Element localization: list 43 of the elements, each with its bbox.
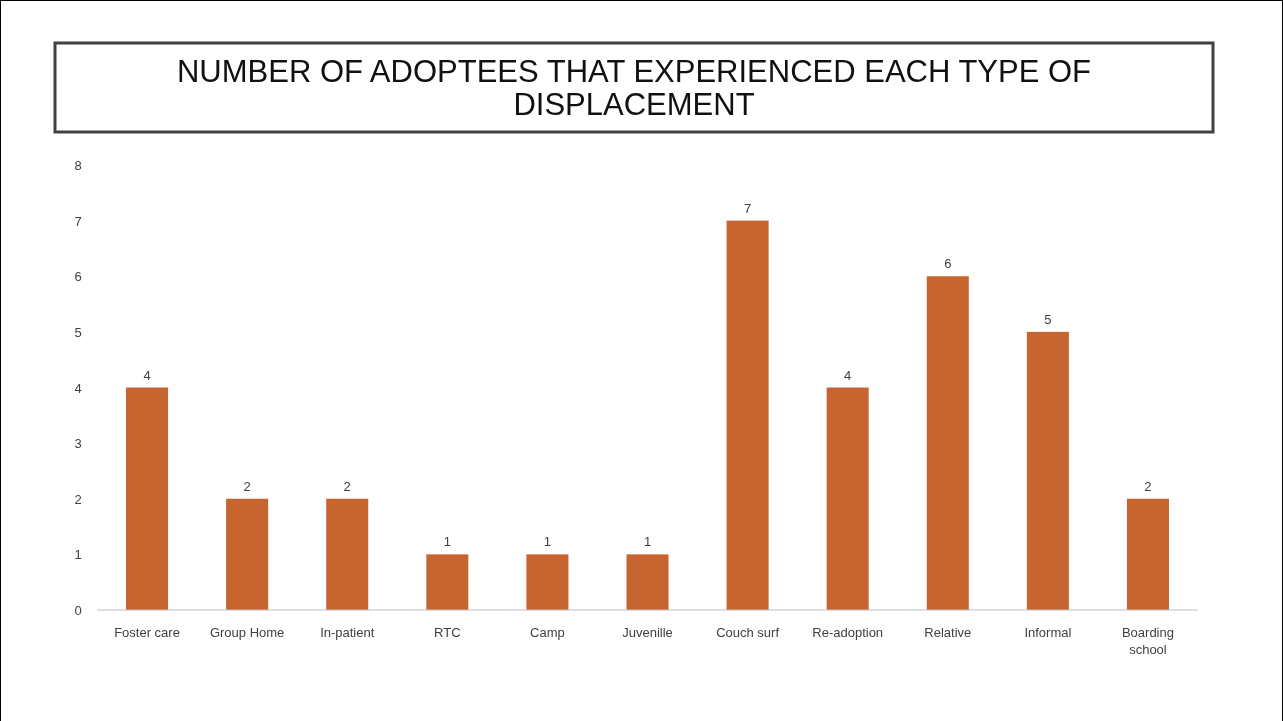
y-tick-label: 2 (74, 491, 82, 507)
x-tick-label: Boarding school (1121, 625, 1174, 657)
bar (526, 554, 569, 610)
y-tick-label: 8 (74, 158, 82, 173)
x-tick-label: RTC (434, 625, 461, 640)
data-label: 1 (643, 534, 652, 550)
bar (226, 498, 269, 610)
data-label: 2 (243, 478, 251, 494)
bar (1026, 331, 1069, 610)
y-tick-label: 1 (74, 547, 82, 563)
x-tick-label: Informal (1024, 625, 1072, 640)
y-tick-label: 3 (74, 436, 82, 452)
data-label: 4 (844, 367, 852, 383)
bar (826, 387, 869, 610)
data-label: 2 (1144, 478, 1152, 494)
bar (426, 554, 469, 610)
y-tick-label: 0 (74, 603, 82, 618)
x-tick-label: In-patient (320, 625, 375, 640)
data-label: 7 (743, 200, 752, 216)
data-label: 2 (343, 478, 351, 494)
bar (1126, 498, 1169, 610)
x-tick-label: Juvenille (622, 625, 673, 640)
chart-title: NUMBER OF ADOPTEES THAT EXPERIENCED EACH TYPE OF DISPLACEMENT (176, 54, 1092, 122)
x-tick-label: Re-adoption (812, 625, 884, 640)
bar (926, 276, 969, 610)
x-tick-label: Couch surf (716, 625, 780, 640)
data-label: 4 (143, 367, 151, 383)
x-tick-label: Relative (924, 625, 972, 640)
x-tick-label: Group Home (209, 625, 285, 640)
x-tick-label: Foster care (114, 625, 180, 640)
y-tick-label: 5 (74, 324, 82, 340)
data-label: 6 (944, 256, 952, 272)
y-tick-label: 4 (74, 380, 82, 396)
data-label: 1 (443, 534, 451, 550)
bar (326, 498, 369, 610)
y-tick-label: 7 (74, 213, 82, 229)
data-label: 5 (1044, 311, 1052, 327)
x-tick-label: Camp (530, 625, 565, 640)
y-tick-label: 6 (74, 269, 82, 285)
bar (126, 387, 169, 610)
bar (726, 220, 769, 610)
bar (626, 554, 669, 610)
data-label: 1 (543, 534, 552, 550)
